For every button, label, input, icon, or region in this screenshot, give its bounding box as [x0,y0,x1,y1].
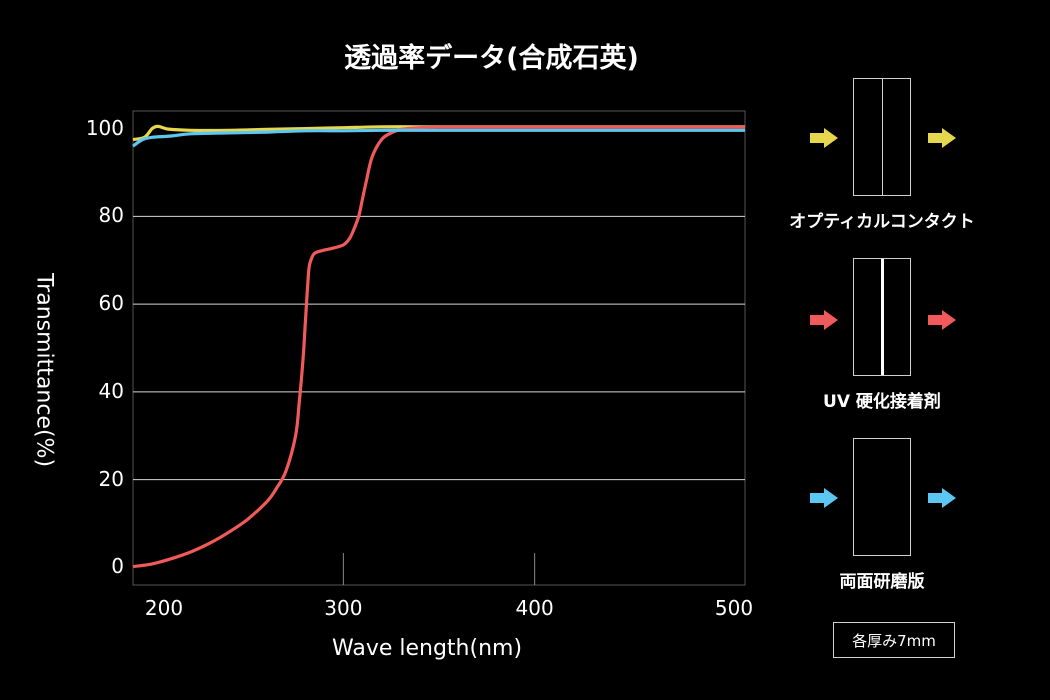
y-axis-label: Transmittance(%) [31,272,57,468]
series-line-2 [132,128,745,148]
sample-double-polished [853,438,911,556]
y-tick-label: 100 [85,115,124,140]
arrow-out-icon [928,128,956,148]
plot-frame [132,110,746,586]
y-tick-label: 40 [98,378,124,403]
contact-interface-line [882,79,883,195]
chart-title: 透過率データ(合成石英) [344,43,639,74]
thickness-note: 各厚み7mm [833,622,955,658]
y-tick-label: 60 [98,291,124,316]
y-tick-label: 80 [98,203,124,228]
x-tick-label: 200 [144,596,184,620]
sample-uv-adhesive [853,258,911,376]
sample-label-double-polished: 両面研磨版 [839,572,925,592]
y-tick-label: 0 [111,554,124,579]
sample-label-optical-contact: オプティカルコンタクト [789,212,975,232]
x-tick-label: 400 [515,596,554,620]
arrow-in-icon [810,310,838,330]
sample-optical-contact [853,78,911,196]
arrow-out-icon [928,310,956,330]
series-line-1 [132,125,745,569]
y-tick-label: 20 [98,466,124,491]
sample-label-uv-adhesive: UV 硬化接着剤 [823,392,941,412]
arrow-in-icon [810,488,838,508]
x-axis-label: Wave length(nm) [332,636,523,661]
adhesive-layer-line [881,259,884,375]
x-tick-label: 500 [714,596,754,620]
arrow-out-icon [928,488,956,508]
x-tick-label: 300 [324,596,363,620]
arrow-in-icon [810,128,838,148]
